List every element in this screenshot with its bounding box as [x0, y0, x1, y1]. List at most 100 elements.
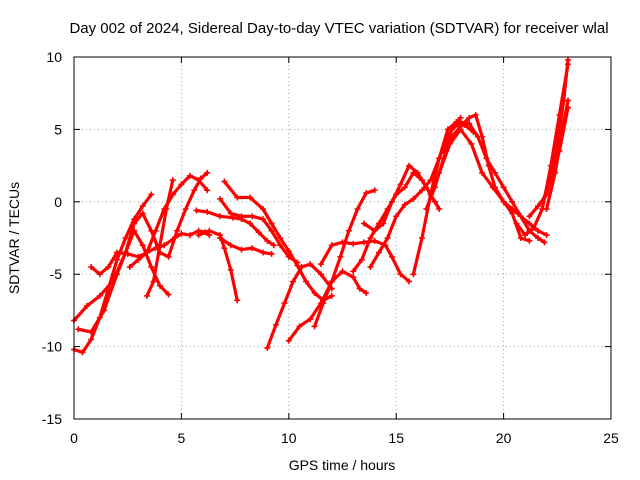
data-point [414, 169, 421, 176]
data-point [431, 184, 438, 191]
data-point [217, 195, 224, 202]
data-point [281, 300, 288, 307]
axis-ticks: 0 5 10 15 20 25 -15 -10 -5 0 5 10 [42, 49, 619, 446]
data-point [101, 307, 108, 314]
series-track-19 [410, 119, 477, 278]
data-point [96, 271, 103, 278]
data-point [186, 172, 193, 179]
data-point [356, 285, 363, 292]
data-point [165, 291, 172, 298]
data-point [264, 345, 271, 352]
series-track-26 [543, 97, 572, 213]
data-point [376, 249, 383, 256]
data-point [238, 246, 245, 253]
data-point [249, 245, 256, 252]
data-point [131, 220, 138, 227]
data-point [530, 224, 537, 231]
data-point [418, 235, 425, 241]
series-track-20 [423, 111, 550, 239]
data-point [489, 184, 496, 191]
series-track-3 [88, 227, 213, 278]
data-point [436, 169, 443, 176]
data-point [539, 198, 546, 205]
series-track-8 [195, 227, 241, 304]
data-point [320, 300, 327, 307]
data-point [367, 263, 374, 270]
data-point [270, 242, 277, 249]
data-point [358, 256, 365, 263]
series-track-13 [285, 268, 370, 344]
data-point [113, 249, 120, 256]
data-point [466, 114, 473, 121]
data-point [298, 263, 305, 270]
data-point [234, 194, 241, 201]
data-point [517, 213, 524, 220]
data-point [229, 214, 236, 221]
data-point [466, 120, 473, 127]
data-point [268, 227, 275, 234]
data-point [513, 220, 520, 227]
data-point [264, 237, 271, 244]
data-point [186, 232, 193, 239]
data-point [148, 191, 155, 198]
data-point [457, 119, 464, 126]
data-series [71, 56, 572, 356]
series-track-6 [144, 177, 176, 299]
data-point [285, 248, 292, 255]
data-point [410, 271, 417, 278]
data-point [311, 290, 318, 297]
data-point [88, 329, 95, 336]
data-point [182, 206, 189, 213]
data-point [144, 292, 151, 299]
data-point [410, 195, 417, 202]
data-point [311, 323, 318, 330]
data-point [492, 169, 499, 176]
data-point [178, 230, 185, 237]
data-point [113, 271, 120, 278]
data-point [509, 210, 516, 217]
data-point [221, 245, 228, 252]
data-point [328, 278, 335, 285]
data-point [397, 181, 404, 188]
data-point [552, 169, 559, 176]
data-point [206, 227, 213, 234]
data-point [156, 242, 163, 249]
data-point [260, 249, 267, 256]
data-point [526, 213, 533, 220]
data-point [360, 220, 367, 227]
x-tick-label: 20 [496, 430, 512, 446]
data-point [472, 111, 479, 118]
data-point [247, 220, 254, 227]
y-tick-label: 5 [54, 121, 62, 137]
data-point [363, 290, 370, 297]
data-point [126, 263, 133, 270]
y-tick-label: 10 [46, 49, 62, 65]
data-point [509, 198, 516, 205]
series-line-track-8 [197, 229, 239, 302]
data-point [517, 235, 524, 241]
series-track-9 [217, 235, 275, 257]
data-point [277, 242, 284, 249]
x-tick-label: 25 [603, 430, 619, 446]
series-line-track-4 [76, 171, 209, 334]
data-point [401, 201, 408, 208]
data-point [249, 213, 256, 220]
x-tick-label: 10 [281, 430, 297, 446]
data-point [363, 190, 370, 197]
data-point [350, 274, 357, 281]
data-point [163, 206, 170, 213]
data-point [318, 261, 325, 268]
plot-frame [73, 56, 612, 420]
data-point [79, 349, 86, 356]
data-point [500, 198, 507, 205]
data-point [285, 337, 292, 344]
data-point [384, 235, 391, 241]
data-point [328, 292, 335, 299]
data-point [227, 266, 234, 273]
data-point [350, 240, 357, 247]
data-point [543, 232, 550, 239]
data-point [406, 162, 413, 169]
data-point [272, 321, 279, 328]
data-point [522, 232, 529, 239]
